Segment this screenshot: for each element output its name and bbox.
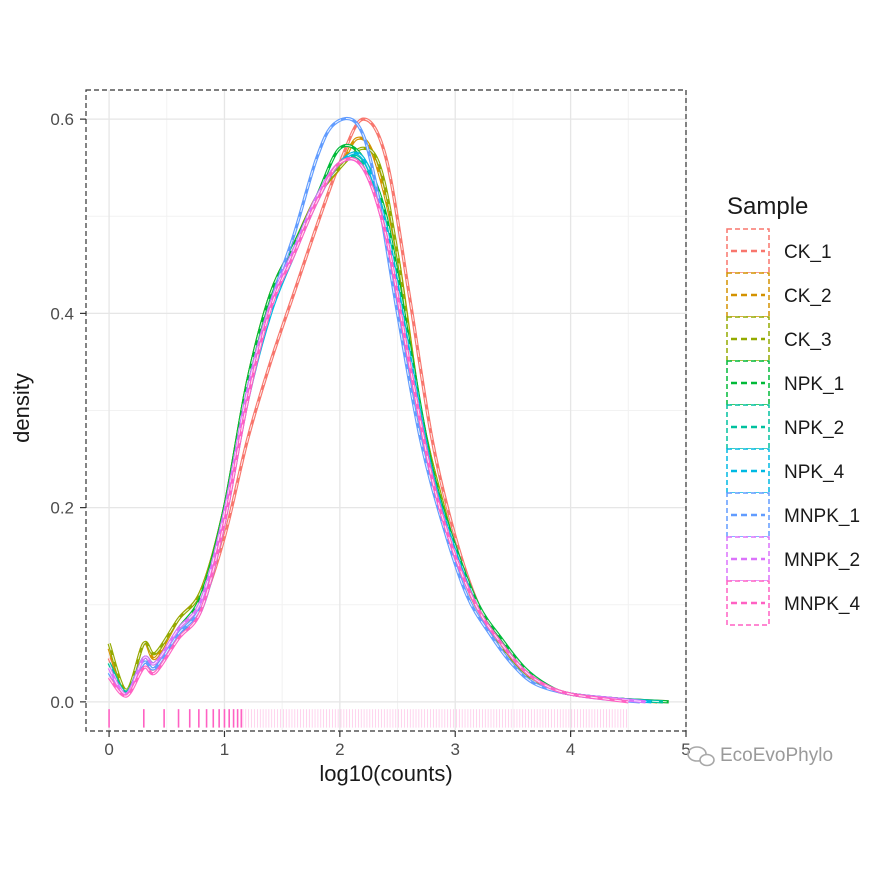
x-tick-label: 2 bbox=[335, 740, 344, 759]
density-line-dash bbox=[108, 147, 663, 703]
density-series-mnpk-4 bbox=[107, 156, 629, 704]
legend-item-ck-1: CK_1 bbox=[726, 228, 832, 274]
x-tick-label: 1 bbox=[220, 740, 229, 759]
rug-marks bbox=[108, 709, 627, 728]
y-tick-label: 0.6 bbox=[50, 110, 74, 129]
legend-item-mnpk-1: MNPK_1 bbox=[726, 492, 860, 538]
legend-label: NPK_1 bbox=[784, 374, 844, 395]
legend-item-mnpk-2: MNPK_2 bbox=[726, 536, 860, 582]
y-tick-label: 0.0 bbox=[50, 693, 74, 712]
y-axis-title: density bbox=[9, 373, 34, 443]
legend-label: MNPK_1 bbox=[784, 506, 860, 527]
watermark-text: EcoEvoPhylo bbox=[720, 745, 833, 766]
density-series-mnpk-1 bbox=[107, 116, 640, 704]
panel-border bbox=[85, 89, 687, 732]
legend-title: Sample bbox=[727, 193, 808, 220]
legend: Sample CK_1 CK_2 CK_3 NPK_1 NPK_2 NPK_4 MNPK_1… bbox=[726, 193, 860, 626]
legend-label: NPK_4 bbox=[784, 462, 845, 483]
wechat-icon bbox=[687, 746, 715, 767]
legend-label: CK_3 bbox=[784, 330, 832, 351]
x-tick-label: 3 bbox=[450, 740, 459, 759]
watermark: EcoEvoPhylo bbox=[687, 745, 833, 767]
x-tick-label: 5 bbox=[681, 740, 690, 759]
legend-label: NPK_2 bbox=[784, 418, 844, 439]
x-tick-label: 0 bbox=[104, 740, 113, 759]
axes: 0 1 2 3 4 5 0.0 0.2 0.4 0.6 bbox=[50, 89, 691, 759]
legend-label: CK_2 bbox=[784, 286, 832, 307]
legend-label: MNPK_4 bbox=[784, 594, 860, 615]
density-lines bbox=[107, 116, 669, 704]
legend-label: CK_1 bbox=[784, 242, 832, 263]
x-tick-label: 4 bbox=[566, 740, 575, 759]
legend-label: MNPK_2 bbox=[784, 550, 860, 571]
density-line-dash bbox=[108, 158, 629, 703]
legend-item-npk-2: NPK_2 bbox=[726, 404, 844, 450]
density-line-dash bbox=[108, 118, 640, 703]
legend-item-mnpk-4: MNPK_4 bbox=[726, 580, 860, 626]
legend-item-npk-4: NPK_4 bbox=[726, 448, 845, 494]
x-axis-title: log10(counts) bbox=[319, 761, 452, 786]
y-tick-label: 0.2 bbox=[50, 499, 74, 518]
y-tick-label: 0.4 bbox=[50, 304, 74, 323]
legend-item-npk-1: NPK_1 bbox=[726, 360, 844, 406]
legend-item-ck-2: CK_2 bbox=[726, 272, 832, 318]
